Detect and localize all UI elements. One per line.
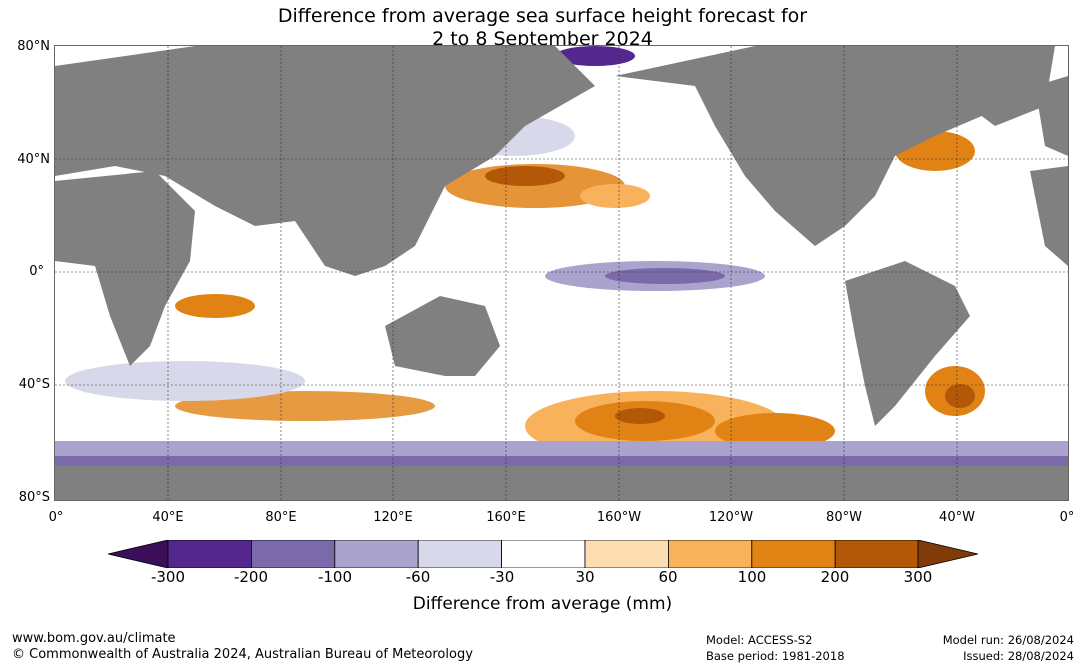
colorbar-tick: -300	[150, 568, 186, 586]
map-canvas	[55, 46, 1068, 500]
lat-label-80n: 80°N	[17, 39, 50, 54]
colorbar-segment	[167, 540, 252, 568]
colorbar-label: Difference from average (mm)	[412, 594, 673, 614]
colorbar-arrow-low	[108, 540, 169, 568]
lat-label-80s: 80°S	[18, 490, 50, 505]
colorbar-segment	[250, 540, 336, 568]
colorbar-arrow-high	[917, 540, 978, 568]
colorbar-segment	[668, 540, 753, 568]
colorbar-segment	[501, 540, 586, 568]
colorbar-segment	[584, 540, 669, 568]
colorbar-tick: 30	[575, 568, 595, 586]
australia	[385, 296, 500, 376]
colorbar-tick: -200	[233, 568, 269, 586]
lon-label-120w: 120°W	[708, 510, 754, 525]
anomaly-blob	[615, 408, 665, 424]
colorbar-segment	[751, 540, 836, 568]
lon-label-80e: 80°E	[265, 510, 297, 525]
sea-surface-height-map	[54, 45, 1069, 501]
lon-label-40w: 40°W	[939, 510, 975, 525]
anomaly-blob	[580, 184, 650, 208]
colorbar-tick: 300	[903, 568, 933, 586]
footer-base-period: Base period: 1981-2018	[706, 649, 845, 663]
colorbar-segment	[334, 540, 419, 568]
map-title: Difference from average sea surface heig…	[0, 5, 1085, 51]
title-line-1: Difference from average sea surface heig…	[277, 5, 808, 27]
anomaly-blob	[65, 361, 305, 401]
anomaly-field	[55, 46, 1068, 476]
lon-label-160e: 160°E	[486, 510, 526, 525]
lon-label-0-right: 0°	[1059, 510, 1075, 525]
africa-right	[1030, 166, 1068, 266]
anomaly-blob	[555, 46, 635, 66]
lon-label-40e: 40°E	[152, 510, 184, 525]
anomaly-blob	[485, 166, 565, 186]
footer-model-run: Model run: 26/08/2024	[942, 633, 1074, 647]
colorbar-tick: 100	[737, 568, 767, 586]
footer-model: Model: ACCESS-S2	[706, 633, 813, 647]
lat-label-0: 0°	[29, 264, 44, 279]
title-line-2: 2 to 8 September 2024	[432, 28, 653, 50]
anomaly-blob	[945, 384, 975, 408]
antarctica	[55, 466, 1068, 500]
lon-label-160w: 160°W	[596, 510, 642, 525]
colorbar-tick: -60	[405, 568, 431, 586]
graticule	[55, 46, 1068, 500]
anomaly-blob	[175, 294, 255, 318]
footer-url[interactable]: www.bom.gov.au/climate	[12, 631, 176, 646]
colorbar-tick: -100	[317, 568, 353, 586]
greenland	[935, 46, 1055, 126]
colorbar-tick: -30	[489, 568, 515, 586]
colorbar-tick: 200	[820, 568, 850, 586]
lon-label-120e: 120°E	[373, 510, 413, 525]
lat-label-40n: 40°N	[17, 152, 50, 167]
land-masses	[55, 46, 1068, 500]
lon-label-80w: 80°W	[826, 510, 862, 525]
colorbar	[108, 540, 978, 568]
north-america	[615, 46, 1035, 246]
europe-right	[1035, 76, 1068, 156]
lat-label-40s: 40°S	[18, 377, 50, 392]
colorbar-segment	[834, 540, 919, 568]
colorbar-tick: 60	[658, 568, 678, 586]
africa	[55, 171, 195, 366]
colorbar-segment	[417, 540, 503, 568]
footer-copyright: © Commonwealth of Australia 2024, Austra…	[12, 647, 473, 662]
anomaly-blob	[715, 413, 835, 449]
eurasia	[55, 46, 595, 276]
footer-issued: Issued: 28/08/2024	[963, 649, 1074, 663]
anomaly-blob	[605, 268, 725, 284]
lon-label-0-left: 0°	[48, 510, 64, 525]
